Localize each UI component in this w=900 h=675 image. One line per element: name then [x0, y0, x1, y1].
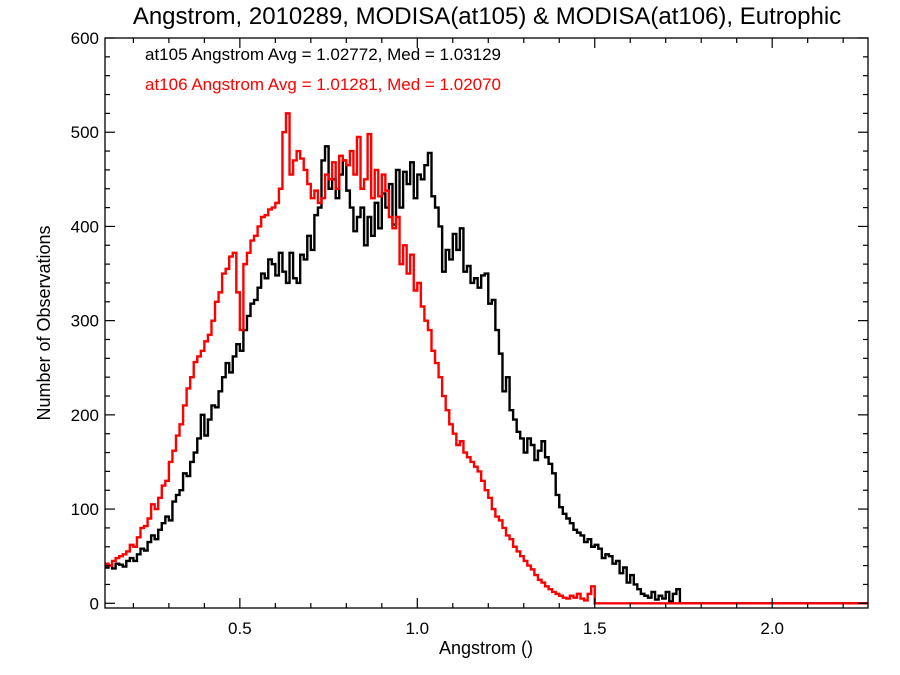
- series-layer: [105, 112, 868, 605]
- x-axis-label: Angstrom (): [439, 638, 533, 658]
- plot-frame: [104, 37, 869, 609]
- x-tick-label: 1.0: [405, 619, 429, 638]
- y-tick-label: 200: [71, 406, 99, 425]
- annotation-at105: at105 Angstrom Avg = 1.02772, Med = 1.03…: [145, 45, 501, 64]
- y-axis-label: Number of Observations: [34, 225, 54, 420]
- x-tick-label: 1.5: [583, 619, 607, 638]
- y-tick-label: 600: [71, 29, 99, 48]
- y-tick-label: 300: [71, 312, 99, 331]
- chart-title: Angstrom, 2010289, MODISA(at105) & MODIS…: [133, 3, 841, 30]
- ticks-layer: 0.5 1.0 1.5 2.0 0 100 200 300 400 500 600: [71, 29, 868, 638]
- y-tick-label: 0: [90, 594, 99, 613]
- x-tick-label: 2.0: [760, 619, 784, 638]
- series-line-1: [105, 145, 868, 605]
- y-tick-label: 400: [71, 217, 99, 236]
- annotation-at106: at106 Angstrom Avg = 1.01281, Med = 1.02…: [145, 75, 501, 94]
- y-tick-label: 500: [71, 123, 99, 142]
- y-tick-label: 100: [71, 500, 99, 519]
- series-line-2: [105, 112, 868, 605]
- x-tick-label: 0.5: [228, 619, 252, 638]
